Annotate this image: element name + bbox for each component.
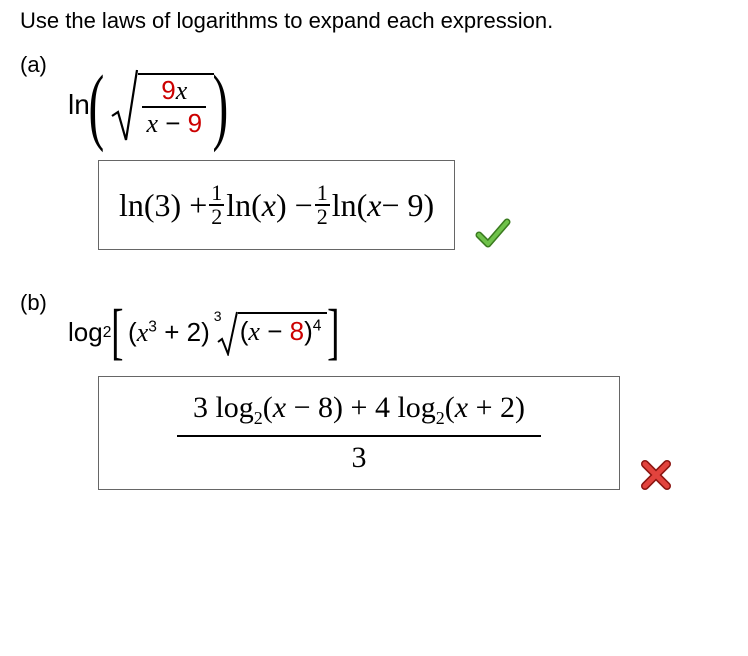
cube-root: 3 (x − 8)4 [216, 310, 328, 356]
part-b-answer-box[interactable]: 3 log2(x − 8) + 4 log2(x + 2) 3 [98, 376, 620, 490]
check-icon [475, 215, 511, 251]
part-a-answer-content: ln(3) + 12 ln(x) − 12 ln(x − 9) [119, 182, 434, 228]
left-paren: ( [88, 71, 104, 140]
sqrt-numerator: 9x [157, 77, 191, 106]
part-a-problem: ln ( 9x x − 9 ) [68, 68, 728, 142]
part-a-label: (a) [20, 48, 68, 78]
part-b-answer-row: 3 log2(x − 8) + 4 log2(x + 2) 3 [98, 376, 728, 490]
part-a-answer-row: ln(3) + 12 ln(x) − 12 ln(x − 9) [98, 160, 728, 250]
part-b-label: (b) [20, 286, 68, 316]
ln-text: ln [68, 89, 90, 121]
worksheet: Use the laws of logarithms to expand eac… [0, 0, 748, 520]
log-base: 2 [103, 324, 112, 342]
part-b-answer-content: 3 log2(x − 8) + 4 log2(x + 2) 3 [185, 391, 533, 475]
part-a-answer-box[interactable]: ln(3) + 12 ln(x) − 12 ln(x − 9) [98, 160, 455, 250]
instruction-text: Use the laws of logarithms to expand eac… [20, 8, 728, 34]
wrong-mark [640, 459, 672, 496]
first-factor: (x3 + 2) [128, 317, 210, 348]
right-paren: ) [213, 71, 229, 140]
part-b-problem: log 2 [ (x3 + 2) 3 (x − 8)4 ] [68, 308, 728, 358]
right-bracket: ] [328, 308, 340, 358]
correct-mark [475, 215, 511, 256]
radical-icon [110, 68, 138, 142]
log-text: log [68, 317, 103, 348]
cross-icon [640, 459, 672, 491]
sqrt-denominator: x − 9 [142, 106, 206, 137]
left-bracket: [ [112, 308, 124, 358]
